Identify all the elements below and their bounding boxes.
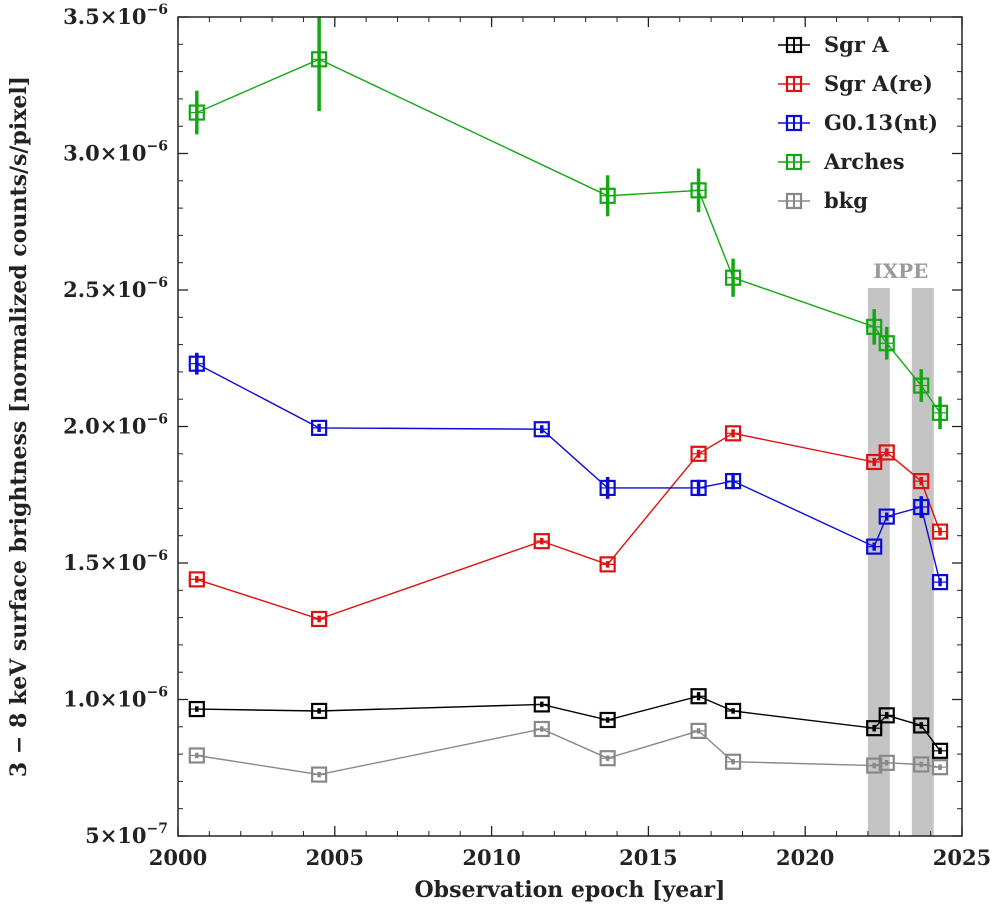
ixpe-band-0 [867,288,890,836]
data-point [599,750,616,767]
data-point [931,742,949,759]
data-point [913,717,930,734]
y-tick-label: 2.0×10−6 [63,412,168,439]
series-line-bkg [196,728,941,776]
data-point [690,722,707,739]
x-tick-label: 2020 [776,845,834,870]
data-point [533,533,550,550]
data-point [931,574,949,591]
y-tick-label: 5×10−7 [85,821,168,848]
series-g0-13-nt [188,352,949,591]
data-point [878,754,895,771]
data-point [599,556,616,573]
data-point [533,696,550,713]
series-bkg [188,720,949,783]
series-line-sgr-a-re [196,432,941,620]
data-point [931,404,949,421]
ixpe-band-1 [911,288,934,836]
data-point [311,51,328,68]
data-point [866,720,883,737]
data-point [690,688,707,705]
x-tick-label: 2010 [462,845,520,870]
legend-label-g0-13-nt: G0.13(nt) [824,110,938,135]
data-point [878,707,895,724]
data-point [878,335,895,352]
series-clip-group [188,17,949,783]
y-tick-label: 1.0×10−6 [63,685,168,712]
data-series [188,17,949,783]
x-tick-label: 2015 [619,845,677,870]
data-point [931,759,949,776]
axis-ticks [177,16,963,837]
legend-label-sgr-a: Sgr A [824,32,889,57]
x-axis-title: Observation epoch [year] [415,877,726,903]
data-point [724,473,742,490]
legend-label-bkg: bkg [824,188,868,213]
series-line-g0-13-nt [196,363,941,583]
data-point [599,187,616,204]
data-point [866,757,883,774]
legend-label-arches: Arches [823,149,905,174]
data-point [913,377,930,394]
data-point [724,753,742,770]
ixpe-band-label: IXPE [873,259,928,283]
data-point [931,523,949,540]
data-point [311,610,328,628]
data-point [188,355,205,372]
ixpe-bands [867,288,934,836]
x-tick-label: 2005 [306,845,364,870]
data-point [866,318,883,335]
tick-labels: 2000 2005 2010 2015 2020 2025 5×10−7 1.0×10−6 1.… [63,2,991,870]
data-point [913,498,930,516]
y-tick-label: 3.5×10−6 [63,2,168,29]
data-point [188,700,205,718]
x-tick-label: 2000 [149,845,207,870]
data-point [690,479,707,497]
data-point [878,444,895,461]
series-sgr-a-re [188,425,949,628]
data-point [311,702,328,720]
series-line-sgr-a [196,695,941,752]
y-tick-label: 2.5×10−6 [63,275,168,302]
data-point [913,756,930,773]
data-point [599,711,616,729]
data-point [878,508,895,525]
data-point [188,104,205,121]
data-point [690,445,707,462]
data-point [533,720,550,738]
data-point [866,538,883,555]
plot-frame [177,16,963,837]
data-point [599,479,616,497]
data-point [724,269,742,286]
y-axis-title: 3 − 8 keV surface brightness [normalized… [6,76,32,777]
data-point [188,571,205,588]
data-point [311,766,328,783]
data-point [913,473,930,490]
series-sgr-a [188,688,949,759]
data-point [533,421,550,438]
series-arches [188,17,949,430]
data-point [188,747,205,764]
y-tick-label: 3.0×10−6 [63,139,168,166]
data-point [311,419,328,436]
data-point [724,702,742,720]
legend-label-sgr-a-re: Sgr A(re) [824,71,933,96]
x-tick-label: 2025 [933,845,991,870]
data-point [690,182,707,199]
data-point [866,453,883,471]
data-point [724,425,742,442]
y-tick-label: 1.5×10−6 [63,548,168,575]
legend: Sgr A Sgr A(re) G0.13(nt) Arches bkg [778,32,938,213]
